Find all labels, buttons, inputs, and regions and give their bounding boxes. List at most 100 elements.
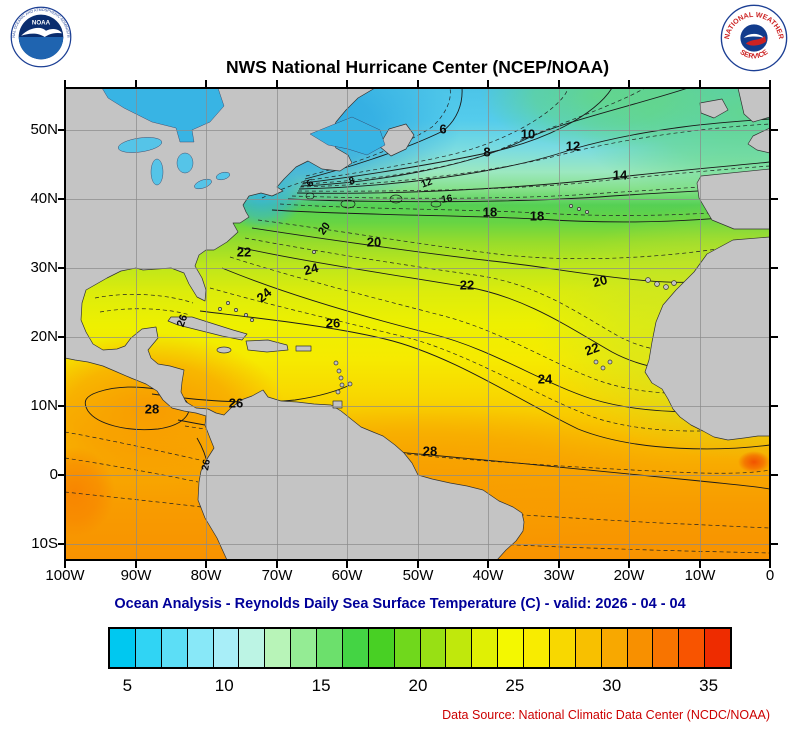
contour-label: 22 — [459, 277, 475, 293]
lat-label: 50N — [30, 121, 58, 138]
map-subtitle: Ocean Analysis - Reynolds Daily Sea Surf… — [114, 596, 686, 612]
lon-tick — [699, 561, 701, 568]
lon-tick — [769, 80, 771, 87]
lon-tick — [417, 561, 419, 568]
land-layer — [65, 88, 770, 560]
lon-label: 0 — [765, 567, 775, 584]
noaa-logo-sea — [18, 37, 64, 60]
lat-tick — [771, 405, 778, 407]
land-puerto-rico — [295, 345, 312, 352]
contour-label: 18 — [482, 204, 498, 220]
lon-tick — [417, 80, 419, 87]
colorbar-tick-label: 15 — [311, 676, 331, 695]
lat-tick — [771, 129, 778, 131]
lon-tick — [276, 80, 278, 87]
contour-label: 12 — [565, 138, 581, 154]
contour-label: 24 — [302, 259, 320, 279]
colorbar-cell — [653, 629, 680, 667]
lon-tick — [628, 561, 630, 568]
lon-tick — [205, 561, 207, 568]
lon-label: 60W — [331, 567, 363, 584]
lon-label: 40W — [472, 567, 504, 584]
colorbar-cell — [368, 629, 395, 667]
lat-label: 20N — [30, 328, 58, 345]
lon-label: 30W — [543, 567, 575, 584]
contour-label: 26 — [228, 395, 244, 411]
land-bermuda — [312, 250, 316, 254]
contour-label: 26 — [325, 315, 341, 331]
contour-label: 8 — [483, 144, 491, 160]
lon-label: 80W — [190, 567, 222, 584]
lon-label: 70W — [261, 567, 293, 584]
lat-tick — [58, 129, 65, 131]
contour-label: 24 — [537, 371, 553, 387]
contour-label: 14 — [612, 167, 628, 183]
colorbar-cell — [679, 629, 706, 667]
colorbar-cell — [498, 629, 524, 667]
land-jamaica — [216, 346, 232, 354]
colorbar-tick-label: 5 — [122, 676, 133, 695]
colorbar-cell — [161, 629, 188, 667]
lon-tick — [699, 80, 701, 87]
lon-tick — [64, 80, 66, 87]
inland-water-layer — [101, 88, 386, 190]
nws-swoosh-icon — [745, 35, 767, 46]
contour-label: 18 — [529, 208, 545, 224]
lat-tick — [771, 474, 778, 476]
lon-tick — [769, 561, 771, 568]
lon-tick — [487, 80, 489, 87]
contour-label: 16 — [440, 193, 454, 206]
contour-label: 22 — [236, 244, 252, 260]
colorbar-tick-label: 30 — [602, 676, 622, 695]
lake-erie — [194, 178, 212, 190]
lon-tick — [558, 561, 560, 568]
lat-label: 40N — [30, 190, 58, 207]
colorbar-tick-label: 20 — [408, 676, 428, 695]
colorbar-cell — [213, 629, 240, 667]
lon-tick — [64, 561, 66, 568]
land-north-america — [65, 88, 525, 560]
lat-tick — [58, 543, 65, 545]
data-source: Data Source: National Climatic Data Cent… — [442, 708, 770, 722]
land-trinidad — [332, 400, 343, 409]
lat-label: 10S — [31, 535, 58, 552]
page-title: NWS National Hurricane Center (NCEP/NOAA… — [225, 57, 610, 77]
lon-tick — [135, 561, 137, 568]
sst-map — [65, 88, 770, 560]
land-cuba — [167, 316, 248, 341]
noaa-logo: NATIONAL OCEANIC AND ATMOSPHERIC ADMINIS… — [10, 6, 72, 68]
noaa-logo-text: NOAA — [32, 20, 51, 27]
land-newfoundland — [378, 123, 415, 157]
colorbar-cell — [446, 629, 473, 667]
lat-tick — [58, 267, 65, 269]
contour-label: 6 — [439, 121, 447, 137]
lon-tick — [135, 80, 137, 87]
nws-logo-globe — [740, 24, 768, 52]
colorbar-tick-label: 25 — [505, 676, 525, 695]
colorbar-cell — [549, 629, 576, 667]
lon-tick — [205, 80, 207, 87]
lon-tick — [558, 80, 560, 87]
lake-michigan — [150, 158, 164, 186]
lat-label: 10N — [30, 397, 58, 414]
lon-tick — [346, 561, 348, 568]
nws-logo-bottom-text: SERVICE — [738, 48, 769, 61]
land-africa — [644, 236, 770, 441]
lon-tick — [487, 561, 489, 568]
lon-tick — [276, 561, 278, 568]
land-britain — [737, 88, 770, 123]
contour-label: 10 — [520, 126, 536, 142]
lon-label: 20W — [613, 567, 645, 584]
lon-label: 100W — [45, 567, 85, 584]
land-hispaniola — [245, 339, 289, 353]
lat-tick — [58, 198, 65, 200]
colorbar-cell — [420, 629, 447, 667]
lon-label: 90W — [120, 567, 152, 584]
colorbar — [108, 627, 732, 669]
lat-tick — [58, 405, 65, 407]
colorbar-cell — [317, 629, 343, 667]
lon-label: 10W — [684, 567, 716, 584]
colorbar-cell — [575, 629, 602, 667]
colorbar-cell — [265, 629, 292, 667]
lat-tick — [771, 336, 778, 338]
